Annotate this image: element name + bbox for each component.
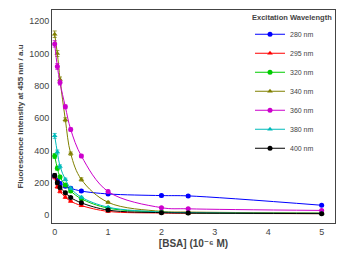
svg-text:600: 600 xyxy=(34,113,49,123)
svg-text:1000: 1000 xyxy=(29,49,49,59)
svg-text:400 nm: 400 nm xyxy=(290,145,314,152)
svg-text:400: 400 xyxy=(34,146,49,156)
svg-text:1200: 1200 xyxy=(29,16,49,26)
svg-text:4: 4 xyxy=(266,227,271,237)
svg-text:0: 0 xyxy=(44,210,49,220)
svg-text:Excitation Wavelength: Excitation Wavelength xyxy=(252,13,332,22)
svg-text:Fluorescence Intensity at 455: Fluorescence Intensity at 455 nm / a.u xyxy=(16,44,25,188)
svg-text:5: 5 xyxy=(319,227,324,237)
svg-text:340 nm: 340 nm xyxy=(290,88,314,95)
svg-text:280 nm: 280 nm xyxy=(290,31,314,38)
svg-text:360 nm: 360 nm xyxy=(290,107,314,114)
svg-text:380 nm: 380 nm xyxy=(290,126,314,133)
svg-text:[BSA] (10⁻⁶ M): [BSA] (10⁻⁶ M) xyxy=(159,238,228,249)
svg-text:200: 200 xyxy=(34,178,49,188)
svg-text:1: 1 xyxy=(106,227,111,237)
svg-text:3: 3 xyxy=(212,227,217,237)
svg-text:320 nm: 320 nm xyxy=(290,69,314,76)
svg-text:295 nm: 295 nm xyxy=(290,50,314,57)
svg-text:2: 2 xyxy=(159,227,164,237)
svg-text:800: 800 xyxy=(34,81,49,91)
svg-text:0: 0 xyxy=(52,227,57,237)
